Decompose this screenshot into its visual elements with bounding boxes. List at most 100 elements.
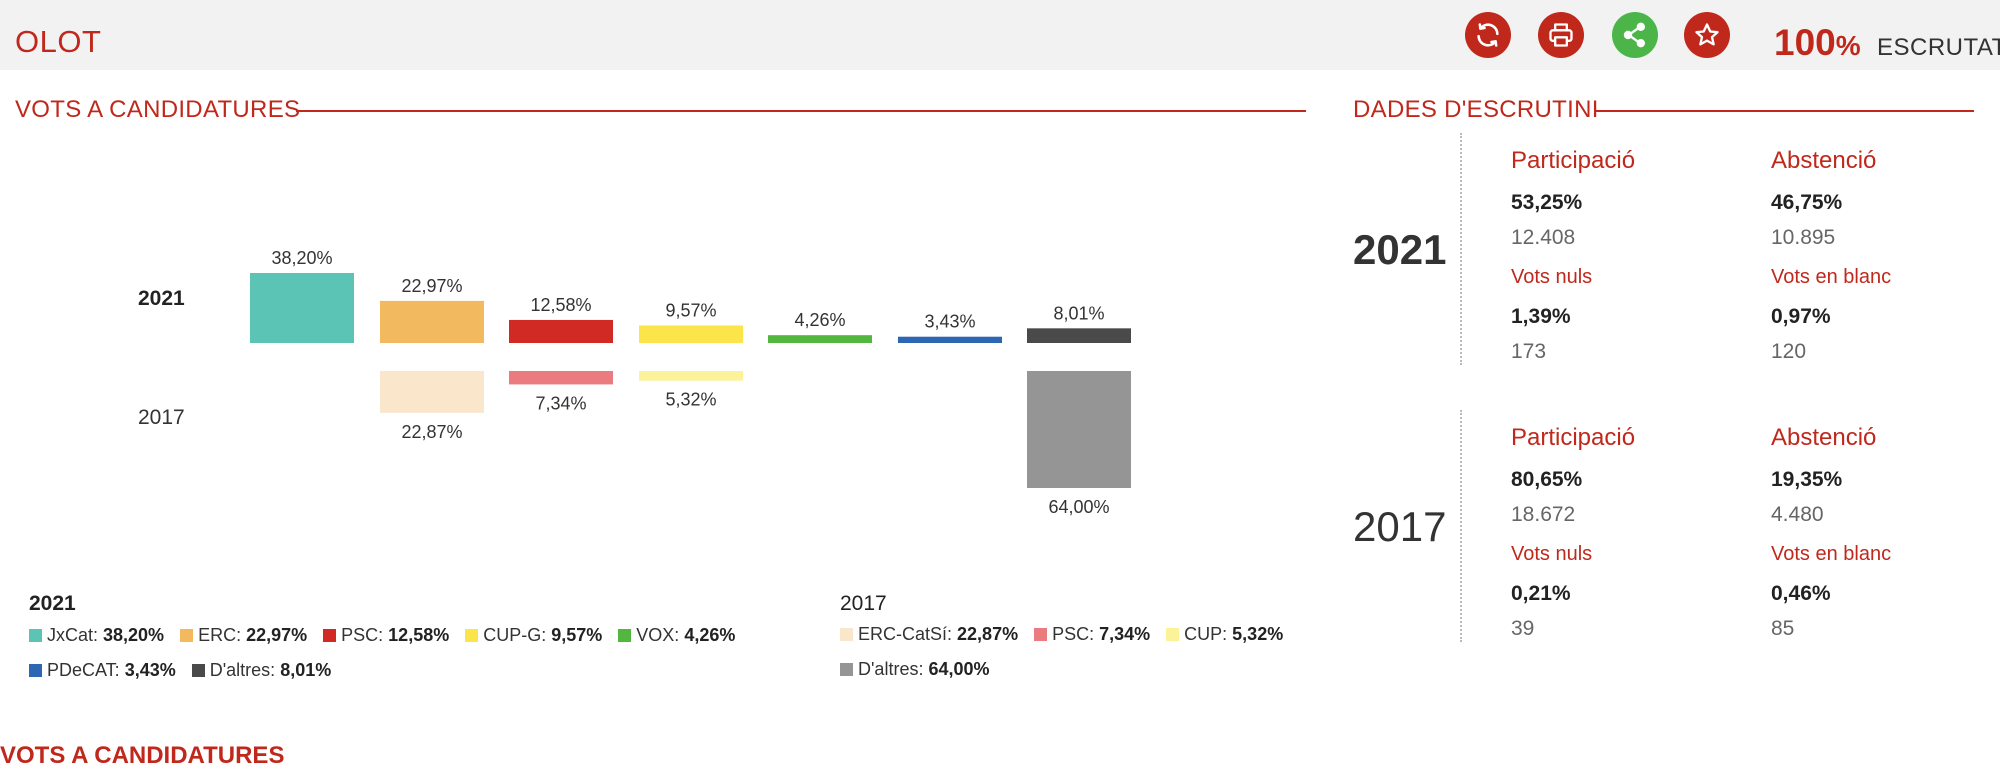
votes-section-rule <box>296 110 1306 112</box>
nuls-2017-num: 39 <box>1511 617 1535 640</box>
nuls-2017-label: Vots nuls <box>1511 543 1593 565</box>
participacio-2017-pct: 80,65% <box>1511 468 1583 491</box>
print-button[interactable] <box>1538 12 1584 58</box>
abstencio-2017-num: 4.480 <box>1771 503 1824 526</box>
legend-party-value: 9,57% <box>551 625 603 645</box>
city-title: OLOT <box>15 24 102 59</box>
legend-2021-item: JxCat: 38,20% <box>29 625 164 646</box>
chart-year-label-2017: 2017 <box>138 406 185 429</box>
legend-year-2017: 2017 <box>840 592 887 615</box>
legend-party-value: 22,87% <box>957 624 1019 644</box>
legend-swatch <box>29 629 42 642</box>
bar-2021-psc <box>509 319 613 343</box>
nuls-2021-pct: 1,39% <box>1511 305 1571 328</box>
legend-swatch <box>840 628 853 641</box>
blanc-2017-num: 85 <box>1771 617 1795 640</box>
participacio-2021-pct: 53,25% <box>1511 191 1583 214</box>
share-button[interactable] <box>1612 12 1658 58</box>
bar-label-2017-d-altres: 64,00% <box>1048 497 1109 517</box>
scrutiny-section-title: DADES D'ESCRUTINI <box>1353 96 1599 123</box>
bar-2021-erc <box>380 300 484 343</box>
legend-party-name: ERC: <box>198 625 247 645</box>
print-icon <box>1549 23 1573 47</box>
bar-2021-jxcat <box>250 273 354 343</box>
bar-label-2021-jxcat: 38,20% <box>271 248 332 268</box>
scrutiny-label: ESCRUTAT <box>1877 34 2000 61</box>
blanc-2017-label: Vots en blanc <box>1771 543 1892 565</box>
legend-swatch <box>191 664 205 677</box>
legend-party-value: 64,00% <box>928 659 990 679</box>
legend-party-name: VOX: <box>636 625 685 645</box>
legend-party-name: CUP: <box>1184 624 1233 644</box>
legend-party-value: 4,26% <box>684 625 736 645</box>
abstencio-2021-num: 10.895 <box>1771 226 1836 249</box>
legend-party-name: PSC: <box>1052 624 1100 644</box>
legend-party-value: 3,43% <box>124 660 176 680</box>
legend-party-name: PSC: <box>341 625 389 645</box>
bar-label-2021-d-altres: 8,01% <box>1053 303 1104 323</box>
legend-2021-row2: PDeCAT: 3,43% D'altres: 8,01% <box>29 660 347 681</box>
bar-label-2021-erc: 22,97% <box>401 276 462 296</box>
legend-party-name: D'altres: <box>209 660 281 680</box>
bar-2021-vox <box>768 335 872 343</box>
participacio-2021-num: 12.408 <box>1511 226 1576 249</box>
scrutiny-year-2021: 2021 <box>1353 226 1447 273</box>
legend-2017-item: PSC: 7,34% <box>1034 624 1150 645</box>
bar-label-2017-cup: 5,32% <box>665 390 716 410</box>
bar-2017-erc-cats- <box>380 371 484 413</box>
legend-party-value: 5,32% <box>1232 624 1284 644</box>
legend-party-value: 38,20% <box>103 625 165 645</box>
next-section-title: VOTS A CANDIDATURES <box>0 742 285 769</box>
divider-2021 <box>1460 133 1462 365</box>
nuls-2017-pct: 0,21% <box>1511 582 1571 605</box>
legend-party-value: 22,97% <box>246 625 308 645</box>
legend-2017-row2: D'altres: 64,00% <box>840 659 1006 680</box>
abstencio-2021-label: Abstenció <box>1771 147 1877 174</box>
blanc-2021-num: 120 <box>1771 340 1807 363</box>
legend-party-name: PDeCAT: <box>47 660 125 680</box>
legend-party-value: 7,34% <box>1099 624 1151 644</box>
legend-2021-item: PDeCAT: 3,43% <box>29 660 176 681</box>
scrutiny-section-rule <box>1596 110 1974 112</box>
bar-2017-d-altres <box>1027 371 1131 488</box>
legend-2017-row1: ERC-CatSí: 22,87% PSC: 7,34% CUP: 5,32% <box>840 624 1299 645</box>
bar-2021-cup-g <box>639 325 743 343</box>
legend-2021-item: CUP-G: 9,57% <box>465 625 602 646</box>
blanc-2021-label: Vots en blanc <box>1771 266 1892 288</box>
refresh-button[interactable] <box>1465 12 1511 58</box>
legend-swatch <box>618 629 632 642</box>
nuls-2021-num: 173 <box>1511 340 1547 363</box>
legend-party-value: 8,01% <box>280 660 332 680</box>
legend-2017-item: CUP: 5,32% <box>1166 624 1283 645</box>
votes-section-title: VOTS A CANDIDATURES <box>15 96 301 123</box>
top-bar: OLOT 100% ESCRUTAT <box>0 0 2000 70</box>
refresh-icon <box>1477 23 1499 47</box>
abstencio-2021-pct: 46,75% <box>1771 191 1843 214</box>
blanc-2021-pct: 0,97% <box>1771 305 1831 328</box>
legend-2021-item: D'altres: 8,01% <box>191 660 332 681</box>
bar-2017-cup <box>639 371 743 381</box>
legend-party-name: D'altres: <box>858 659 929 679</box>
legend-swatch <box>1166 628 1180 641</box>
star-icon <box>1695 23 1719 46</box>
legend-party-name: CUP-G: <box>483 625 552 645</box>
legend-swatch <box>180 629 194 642</box>
bar-label-2021-pdecat: 3,43% <box>924 312 975 332</box>
legend-swatch <box>29 664 42 677</box>
favorite-button[interactable] <box>1684 12 1730 58</box>
divider-2017 <box>1460 410 1462 642</box>
participacio-2017-label: Participació <box>1511 424 1636 451</box>
nuls-2021-label: Vots nuls <box>1511 266 1593 288</box>
scrutiny-year-2017: 2017 <box>1353 503 1447 550</box>
bar-2021-pdecat <box>898 336 1002 343</box>
scrutiny-percent: 100% <box>1774 22 1861 63</box>
blanc-2017-pct: 0,46% <box>1771 582 1831 605</box>
bar-2021-d-altres <box>1027 328 1131 343</box>
legend-party-name: JxCat: <box>47 625 104 645</box>
legend-year-2021: 2021 <box>29 592 76 615</box>
bar-2017-psc <box>509 371 613 385</box>
bar-label-2021-cup-g: 9,57% <box>665 300 716 320</box>
participacio-2017-num: 18.672 <box>1511 503 1576 526</box>
legend-swatch <box>323 629 337 642</box>
legend-2021-item: VOX: 4,26% <box>618 625 735 646</box>
